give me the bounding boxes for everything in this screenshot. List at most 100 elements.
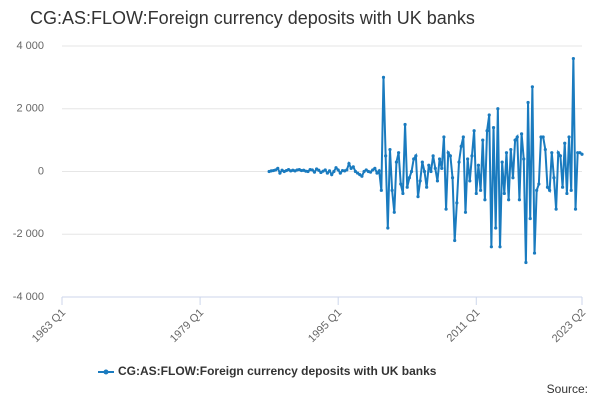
point [450, 176, 455, 180]
point [519, 132, 524, 136]
x-tick-label: 1963 Q1 [30, 307, 68, 345]
point [545, 185, 550, 189]
point [470, 154, 474, 158]
point [396, 151, 401, 155]
point [476, 163, 481, 167]
point [433, 166, 437, 170]
point [507, 198, 511, 202]
point [515, 135, 519, 139]
point [489, 245, 493, 249]
point [455, 201, 459, 205]
point [429, 169, 433, 174]
point [323, 168, 327, 172]
point [541, 135, 545, 139]
point [565, 191, 569, 196]
line [268, 58, 583, 263]
point [483, 198, 487, 202]
point [513, 138, 517, 142]
point [401, 191, 405, 196]
point [405, 185, 409, 189]
point [276, 166, 280, 170]
point [571, 56, 575, 61]
point [511, 176, 515, 180]
point [440, 166, 444, 170]
chart-title: CG:AS:FLOW:Foreign currency deposits wit… [30, 8, 475, 28]
x-tick-label: 1979 Q1 [168, 307, 206, 345]
point [526, 100, 530, 105]
point [384, 154, 388, 158]
point [379, 188, 383, 192]
point [394, 160, 399, 164]
point [427, 163, 431, 167]
point [524, 260, 528, 265]
point [336, 168, 340, 172]
point [552, 176, 556, 180]
point [425, 185, 429, 189]
y-tick-label: -2 000 [13, 228, 44, 240]
point [332, 169, 336, 174]
point [532, 251, 537, 255]
point [567, 135, 571, 139]
point [345, 168, 349, 172]
point [375, 171, 379, 175]
point [388, 147, 392, 152]
point [537, 182, 541, 186]
point [496, 107, 500, 111]
point [334, 166, 338, 170]
point [548, 188, 552, 192]
point [403, 122, 407, 127]
point [414, 154, 418, 158]
point [368, 170, 373, 174]
point [312, 170, 317, 174]
point [491, 125, 496, 130]
point [463, 210, 468, 214]
point [448, 154, 452, 158]
point [453, 238, 457, 243]
point [550, 151, 554, 155]
x-tick-label: 2011 Q1 [445, 307, 483, 345]
x-tick-label: 1995 Q1 [306, 307, 344, 345]
point [502, 191, 506, 196]
point [459, 144, 463, 148]
point [560, 185, 565, 189]
point [390, 188, 394, 192]
point [580, 152, 584, 156]
point [325, 171, 329, 175]
point [472, 129, 476, 133]
legend-label: CG:AS:FLOW:Foreign currency deposits wit… [118, 364, 437, 378]
point [435, 179, 440, 183]
point [543, 147, 547, 152]
point [399, 182, 403, 186]
point [278, 171, 282, 175]
point [569, 188, 573, 192]
point [360, 174, 364, 178]
y-tick-label: -4 000 [13, 291, 44, 303]
point [466, 157, 470, 161]
point [444, 207, 448, 211]
point [563, 141, 567, 145]
point [409, 169, 414, 174]
point [381, 75, 386, 79]
point [347, 162, 351, 166]
point [373, 166, 377, 170]
point [494, 226, 498, 230]
point [310, 168, 314, 172]
point [386, 226, 390, 230]
point [528, 216, 532, 221]
point [468, 179, 472, 183]
point [535, 188, 539, 192]
point [474, 191, 478, 196]
point [306, 169, 310, 174]
point [498, 245, 502, 249]
point [377, 169, 381, 173]
point [530, 85, 534, 89]
point [442, 135, 446, 139]
point [330, 173, 334, 177]
point [478, 188, 483, 192]
point [392, 210, 396, 214]
point [487, 113, 491, 117]
point [461, 135, 465, 139]
x-tick-label: 2023 Q2 [550, 307, 588, 345]
y-tick-label: 4 000 [16, 40, 44, 52]
